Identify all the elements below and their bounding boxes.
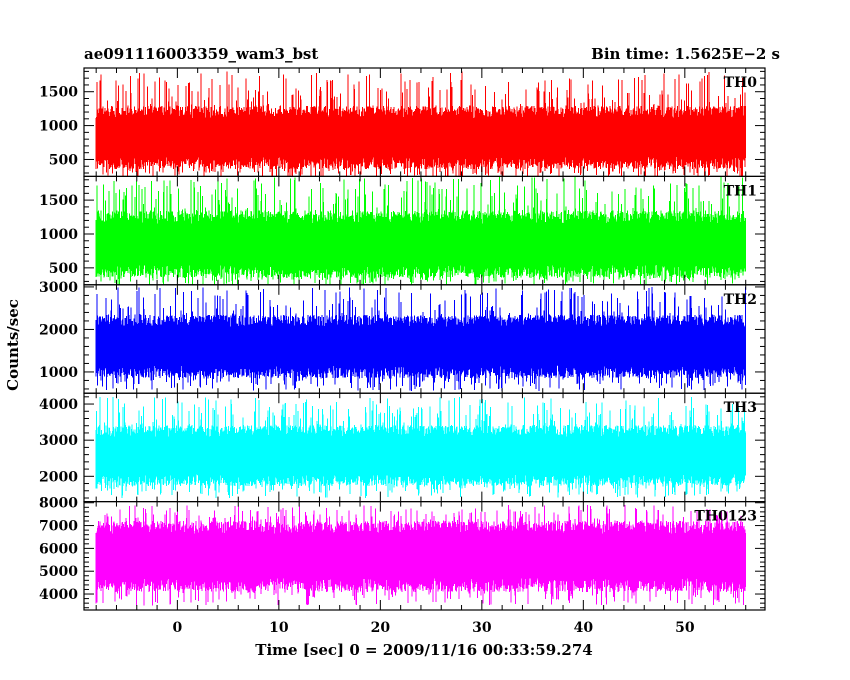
y-tick-label-th0: 500 [49,152,78,168]
series-label-th2: TH2 [724,292,757,308]
series-trace-th0123 [95,505,747,606]
series-trace-th0 [95,71,747,177]
panel-th2: 1000 2000 3000 TH2 [39,280,766,394]
x-tick-label: 40 [574,620,594,636]
series-label-th0: TH0 [724,75,758,91]
panel-th3: 2000 3000 4000 TH3 [39,392,766,503]
chart-title: ae091116003359_wam3_bst [84,45,318,63]
x-axis-label: Time [sec] 0 = 2009/11/16 00:33:59.274 [255,641,592,659]
y-tick-label-th2: 2000 [39,322,78,338]
x-tick-label: 30 [472,620,492,636]
y-tick-label-th0: 1500 [39,85,78,101]
y-tick-label-th0123: 6000 [39,541,78,557]
y-tick-label-th0123: 4000 [39,587,78,603]
y-tick-label-th0: 1000 [39,119,78,135]
y-tick-label-th2: 3000 [39,280,78,296]
x-tick-label: 50 [675,620,695,636]
y-tick-label-th0123: 7000 [39,519,78,535]
panel-th1: 500 1000 1500 TH1 [39,175,766,286]
y-tick-label-th1: 1500 [39,193,78,209]
series-trace-th3 [95,397,747,498]
panel-th0: 500 1000 1500 TH0 [39,67,766,178]
y-tick-label-th1: 500 [49,261,78,277]
y-tick-label-th1: 1000 [39,227,78,243]
panels-group: 50010001500TH050010001500TH1100020003000… [39,67,766,636]
y-tick-label-th3: 3000 [39,433,78,449]
x-tick-label: 0 [172,620,182,636]
y-tick-label-th0123: 5000 [39,564,78,580]
y-tick-label-th3: 4000 [39,397,78,413]
panel-frame-th0123 [83,501,766,611]
series-label-th1: TH1 [724,183,757,199]
series-label-th3: TH3 [724,400,757,416]
series-trace-th2 [95,287,747,391]
series-label-th0123: TH0123 [694,509,757,525]
bin-time-label: Bin time: 1.5625E−2 s [591,45,780,63]
y-tick-label-th3: 2000 [39,469,78,485]
y-tick-label-th0123: 8000 [39,496,78,512]
series-trace-th1 [95,176,747,285]
panel-th0123: 4000 5000 6000 7000 8000 TH0123 [39,496,766,611]
y-tick-label-th2: 1000 [39,365,78,381]
x-tick-label: 10 [269,620,289,636]
x-tick-label: 20 [371,620,391,636]
y-axis-label: Counts/sec [4,299,22,391]
